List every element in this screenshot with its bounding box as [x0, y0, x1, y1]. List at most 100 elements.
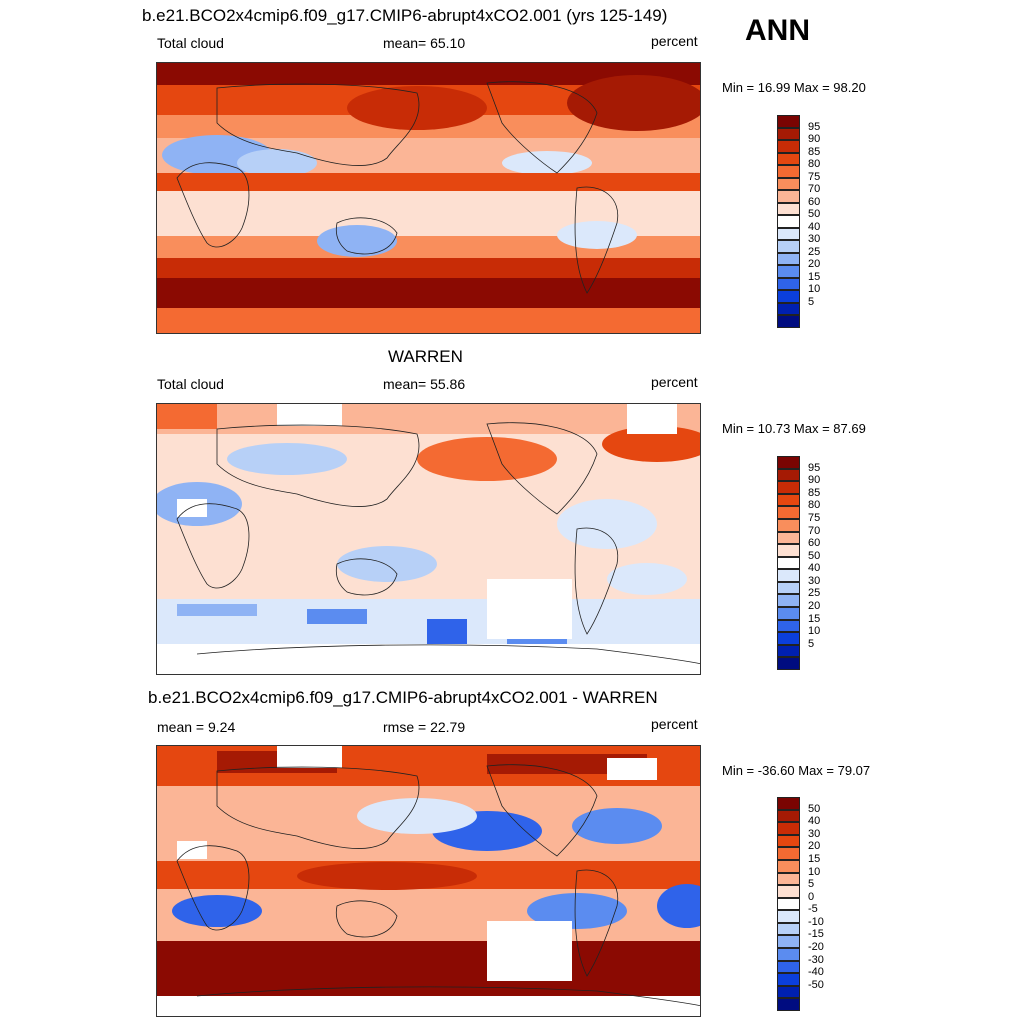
- colorbar-tick-label: 70: [808, 183, 821, 196]
- colorbar-tick-label: 25: [808, 587, 821, 600]
- colorbar-tick-label: -40: [808, 966, 824, 979]
- panel1-colorbar: [777, 115, 800, 328]
- colorbar-tick-label: 60: [808, 537, 821, 550]
- map1-australia-low: [317, 225, 397, 257]
- colorbar-segment: [777, 265, 800, 278]
- colorbar-segment: [777, 277, 800, 291]
- colorbar-tick-label: 85: [808, 145, 821, 158]
- map3-pac-low: [357, 798, 477, 834]
- colorbar-segment: [777, 859, 800, 873]
- panel3-map: [156, 745, 701, 1017]
- map2-missing-d: [487, 579, 572, 639]
- map2-asia-low: [227, 443, 347, 475]
- colorbar-tick-label: 5: [808, 637, 815, 650]
- colorbar-segment: [777, 493, 800, 507]
- map2-missing-b: [627, 404, 677, 434]
- map3-missing-d: [487, 921, 572, 981]
- colorbar-segment: [777, 240, 800, 253]
- panel1-map: [156, 62, 701, 334]
- colorbar-tick-label: 5: [808, 878, 815, 891]
- map1-arabia-low: [237, 149, 317, 177]
- panel2-variable-label: Total cloud: [157, 376, 224, 392]
- colorbar-tick-label: 10: [808, 865, 821, 878]
- map2-amazon-low: [557, 499, 657, 549]
- map3-sio-low: [172, 895, 262, 927]
- colorbar-tick-label: 95: [808, 461, 821, 474]
- map2-pacific-north: [417, 437, 557, 481]
- colorbar-tick-label: -10: [808, 915, 824, 928]
- panel1-heading: b.e21.BCO2x4cmip6.f09_g17.CMIP6-abrupt4x…: [142, 6, 668, 25]
- colorbar-tick-label: 25: [808, 245, 821, 258]
- map3-tropical-max: [297, 862, 477, 890]
- colorbar-segment: [777, 985, 800, 999]
- colorbar-segment: [777, 127, 800, 141]
- colorbar-segment: [777, 215, 800, 228]
- colorbar-segment: [777, 177, 800, 191]
- colorbar-segment: [777, 115, 800, 128]
- colorbar-segment: [777, 834, 800, 848]
- panel3-mean-label: mean = 9.24: [157, 719, 236, 735]
- panel3-units-label: percent: [651, 716, 698, 732]
- map1-pacific-north: [347, 86, 487, 130]
- colorbar-segment: [777, 948, 800, 961]
- colorbar-tick-label: 70: [808, 524, 821, 537]
- colorbar-tick-label: 85: [808, 486, 821, 499]
- map3-missing-a: [277, 746, 342, 768]
- panel3-heading: b.e21.BCO2x4cmip6.f09_g17.CMIP6-abrupt4x…: [148, 688, 658, 707]
- colorbar-tick-label: 20: [808, 600, 821, 613]
- map1-southern-ocean: [157, 278, 700, 308]
- colorbar-tick-label: 50: [808, 549, 821, 562]
- map3-coastlines: [176, 764, 700, 1007]
- colorbar-segment: [777, 619, 800, 633]
- colorbar-tick-label: 15: [808, 270, 821, 283]
- colorbar-tick-label: 75: [808, 170, 821, 183]
- colorbar-tick-label: 80: [808, 499, 821, 512]
- colorbar-tick-label: 0: [808, 890, 815, 903]
- map2-coastlines: [176, 422, 700, 665]
- colorbar-segment: [777, 140, 800, 153]
- colorbar-segment: [777, 290, 800, 303]
- colorbar-tick-label: -5: [808, 903, 818, 916]
- colorbar-tick-label: 95: [808, 120, 821, 133]
- map2-arctic-left: [157, 404, 217, 429]
- season-label: ANN: [745, 14, 810, 47]
- panel2-map: [156, 403, 701, 675]
- colorbar-tick-label: 30: [808, 574, 821, 587]
- colorbar-segment: [777, 544, 800, 557]
- colorbar-segment: [777, 594, 800, 608]
- colorbar-tick-label: -20: [808, 941, 824, 954]
- colorbar-tick-label: 40: [808, 220, 821, 233]
- colorbar-segment: [777, 302, 800, 316]
- colorbar-tick-label: 30: [808, 827, 821, 840]
- colorbar-segment: [777, 202, 800, 216]
- map3-satl-low: [657, 884, 700, 928]
- colorbar-tick-label: -50: [808, 978, 824, 991]
- map3-missing-c: [177, 841, 207, 859]
- colorbar-segment: [777, 315, 800, 328]
- colorbar-segment: [777, 607, 800, 620]
- map1-sepac-low: [557, 221, 637, 249]
- colorbar-tick-label: 5: [808, 295, 815, 308]
- colorbar-segment: [777, 190, 800, 203]
- colorbar-segment: [777, 506, 800, 519]
- map1-arctic-band: [157, 63, 700, 85]
- colorbar-tick-label: 50: [808, 802, 821, 815]
- map1-atlantic-max: [567, 75, 700, 131]
- colorbar-segment: [777, 922, 800, 936]
- colorbar-tick-label: 50: [808, 208, 821, 221]
- colorbar-tick-label: 40: [808, 815, 821, 828]
- colorbar-segment: [777, 872, 800, 886]
- colorbar-tick-label: 90: [808, 133, 821, 146]
- colorbar-segment: [777, 165, 800, 178]
- colorbar-segment: [777, 152, 800, 166]
- panel1-minmax-label: Min = 16.99 Max = 98.20: [722, 80, 866, 95]
- colorbar-tick-label: 75: [808, 511, 821, 524]
- panel2-colorbar: [777, 456, 800, 670]
- colorbar-segment: [777, 252, 800, 266]
- map3-sepac-low: [527, 893, 627, 929]
- colorbar-segment: [777, 556, 800, 570]
- colorbar-segment: [777, 657, 800, 670]
- colorbar-tick-label: 10: [808, 625, 821, 638]
- colorbar-segment: [777, 847, 800, 860]
- panel1-mean-label: mean= 65.10: [383, 35, 466, 51]
